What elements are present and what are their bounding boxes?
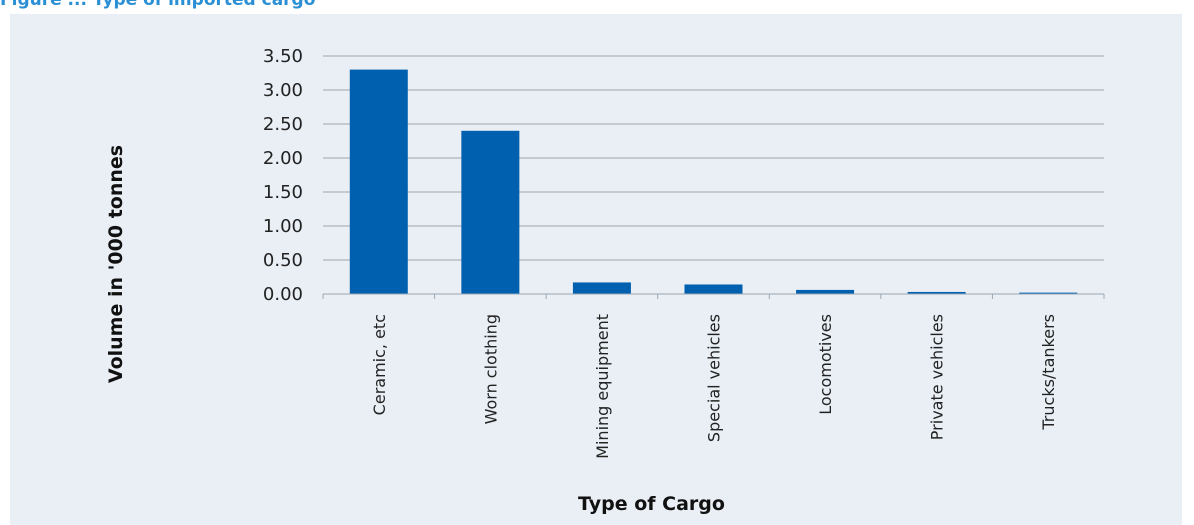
page-title-strip: Figure ... Type of imported cargo: [0, 0, 1194, 14]
category-label: Trucks/tankers: [1039, 314, 1058, 431]
y-tick-label: 0.50: [263, 250, 303, 271]
category-label: Special vehicles: [705, 314, 724, 442]
y-tick-label: 0.00: [263, 284, 303, 305]
y-tick-label: 1.50: [263, 182, 303, 203]
chart-panel: 0.00 0.50 1.00 1.50 2.00 2.50 3.00 3.50 Ceramic…: [10, 14, 1182, 525]
category-label: Locomotives: [816, 314, 835, 415]
bar-chart: 0.00 0.50 1.00 1.50 2.00 2.50 3.00 3.50 Ceramic…: [105, 46, 1105, 515]
y-tick-label: 3.50: [263, 46, 303, 67]
bar: [572, 282, 631, 294]
bar: [1019, 292, 1078, 294]
y-tick-labels: 0.00 0.50 1.00 1.50 2.00 2.50 3.00 3.50: [263, 46, 303, 305]
y-tick-label: 2.00: [263, 148, 303, 169]
category-label: Worn clothing: [481, 314, 500, 424]
bar: [461, 130, 520, 294]
y-tick-label: 2.50: [263, 114, 303, 135]
bar: [796, 289, 855, 294]
category-label: Private vehicles: [928, 314, 947, 440]
grid-lines: [323, 55, 1104, 261]
bar: [684, 284, 743, 294]
bar: [349, 69, 408, 294]
x-axis-title: Type of Cargo: [578, 493, 725, 515]
x-axis: [322, 293, 1105, 299]
category-labels: Ceramic, etc Worn clothing Mining equipmen…: [370, 314, 1058, 459]
y-tick-label: 1.00: [263, 216, 303, 237]
page-title: Figure ... Type of imported cargo: [0, 0, 316, 10]
y-axis-title: Volume in '000 tonnes: [105, 145, 127, 383]
bar: [907, 291, 966, 294]
y-tick-label: 3.00: [263, 80, 303, 101]
bars: [349, 69, 1078, 294]
category-label: Mining equipment: [593, 314, 612, 459]
category-label: Ceramic, etc: [370, 314, 389, 415]
